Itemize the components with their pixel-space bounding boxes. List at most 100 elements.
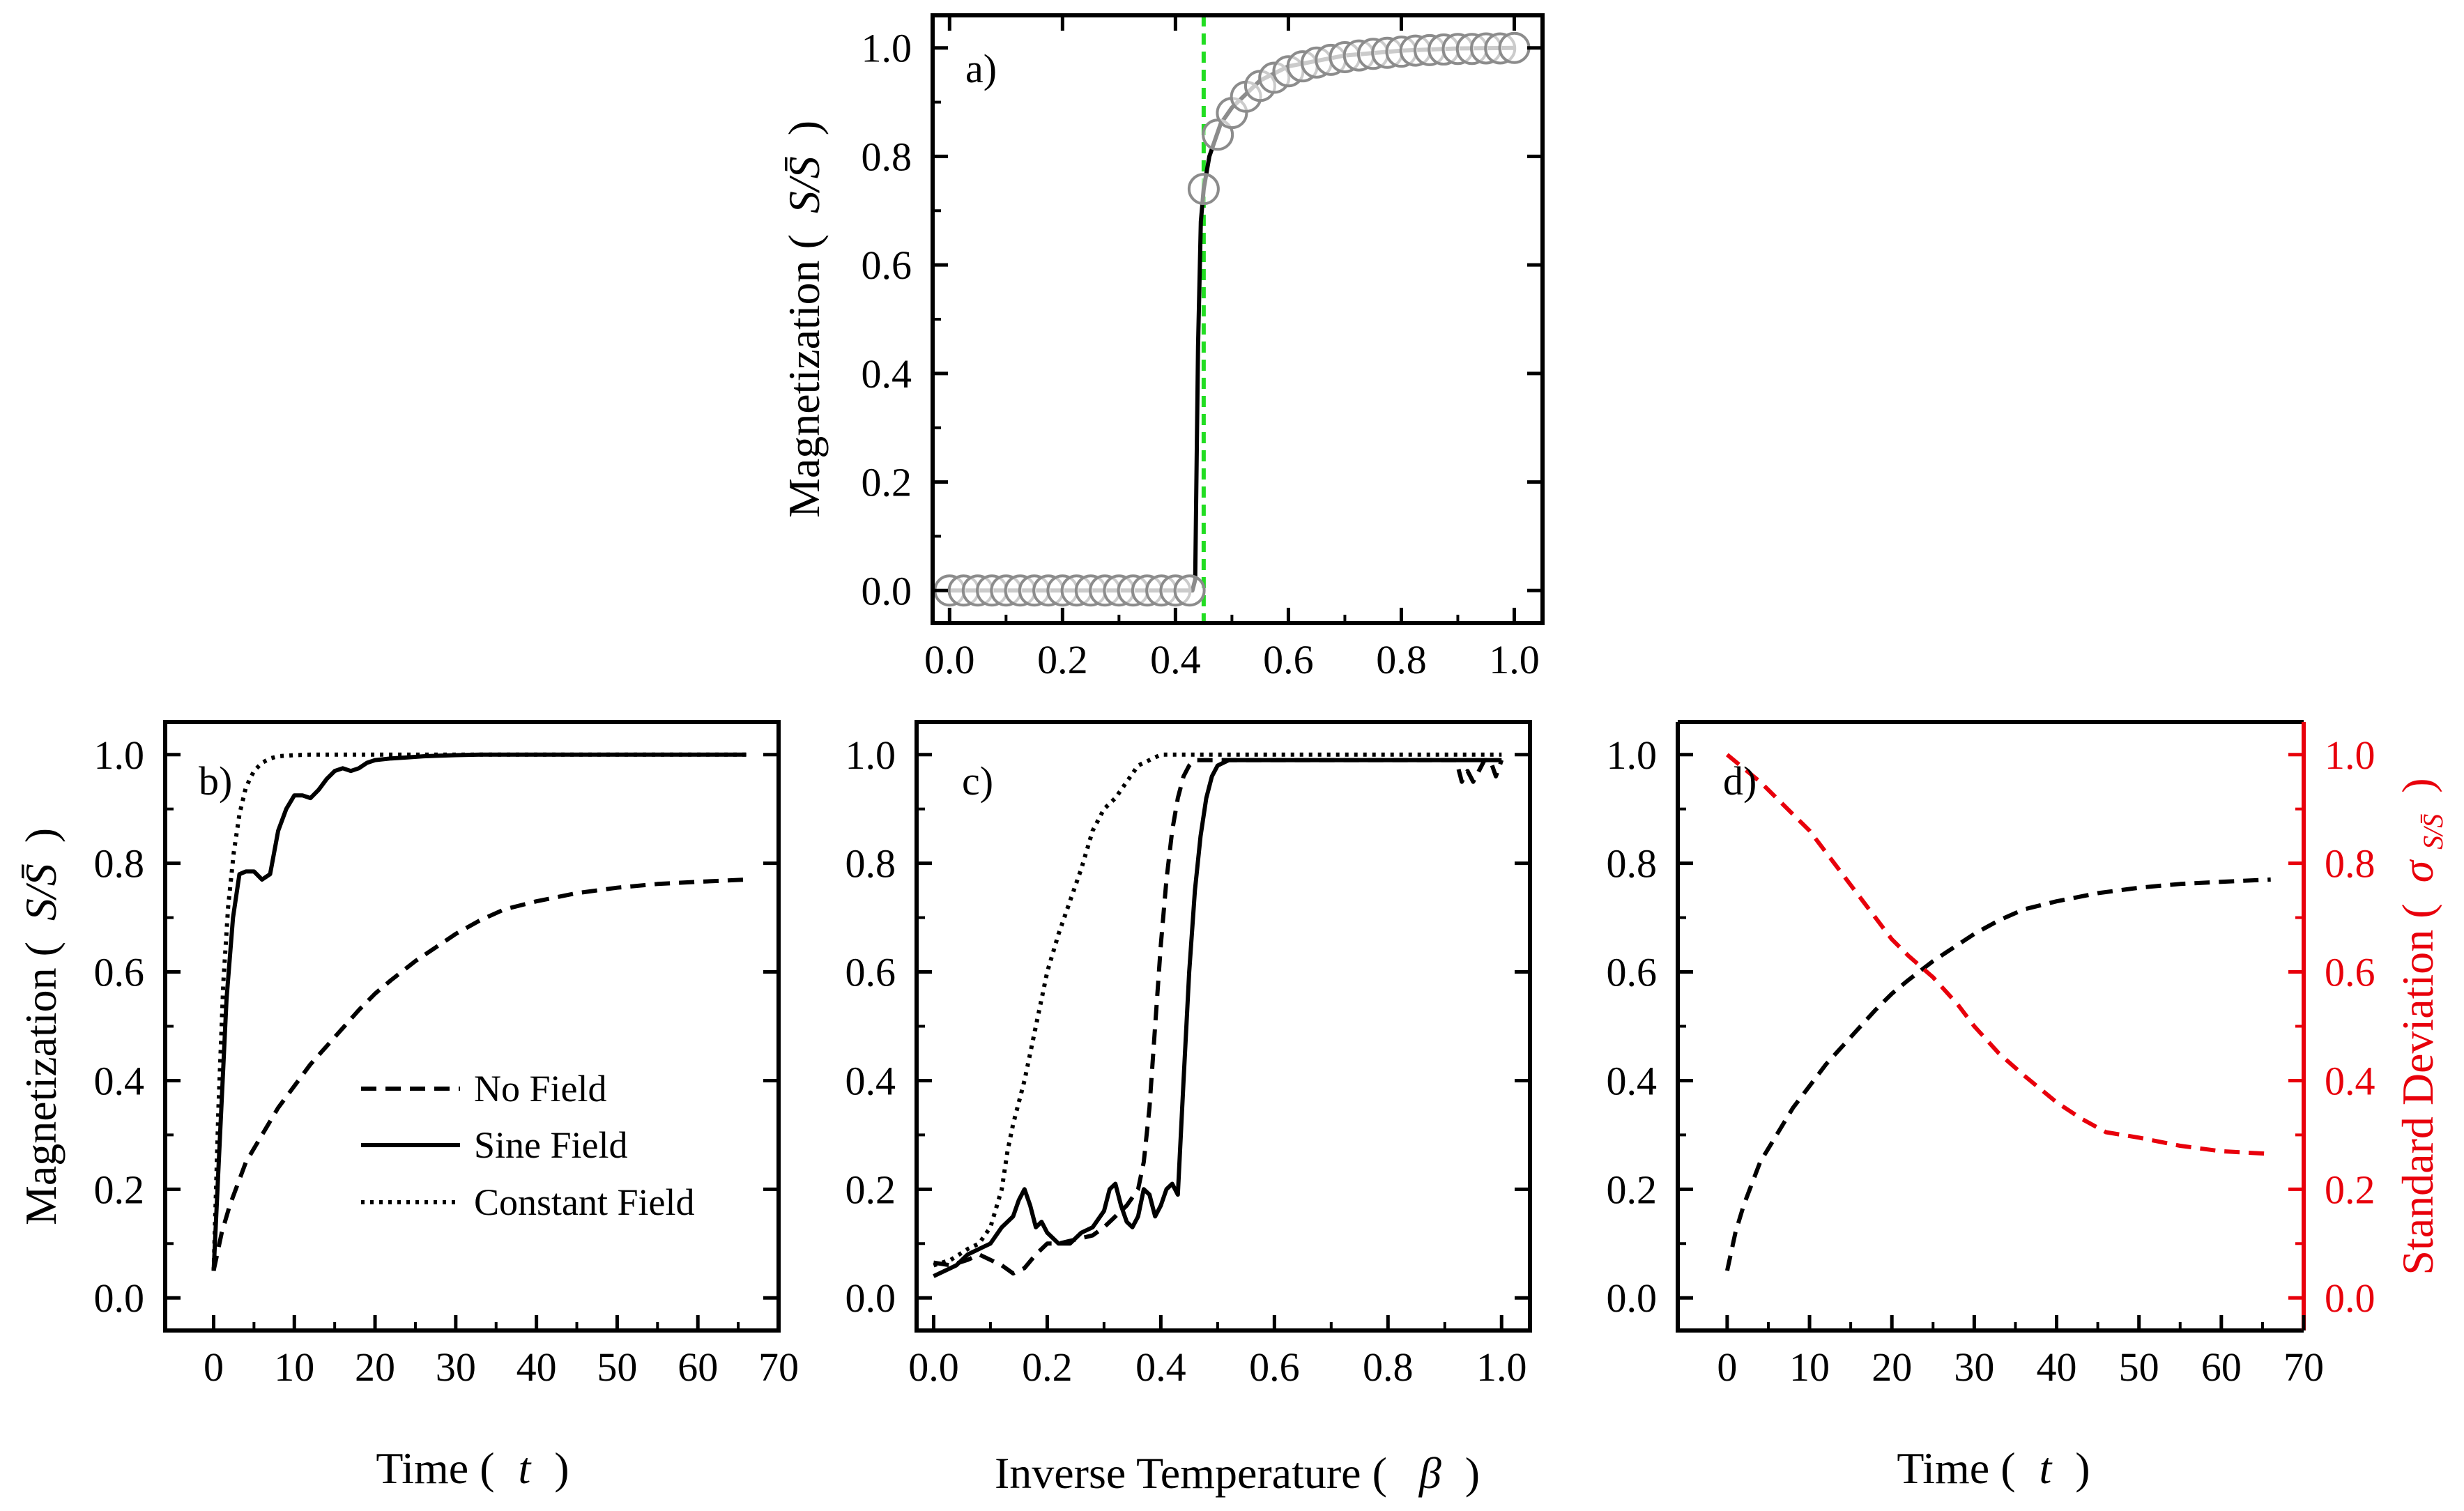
y-tick-label: 0.4 [845,1058,896,1103]
series-line-standard-deviation [1725,753,2271,1156]
x-tick-label: 0 [204,1344,224,1390]
panel-d-y-ticks: 0.0 0.2 0.4 0.6 0.8 1.0 [1607,733,1693,1321]
x-tick-label: 40 [2037,1344,2077,1390]
x-tick-label: 70 [2283,1344,2324,1390]
panel-b-x-axis-title-suffix: ) [554,1443,569,1493]
panel-b-x-axis-title: Time ( t ) [376,1443,569,1493]
y-tick-label: 0.8 [94,841,145,887]
panel-d-y2-axis-title: Standard Deviation ( σ S/S̄ ) [2393,778,2452,1275]
panel-b-x-axis-title-prefix: Time ( [376,1443,494,1493]
y-tick-label: 0.8 [845,841,896,887]
y-tick-label: 0.8 [1607,841,1658,887]
panel-a-label: a) [965,46,997,91]
y-tick-label: 0.4 [94,1058,145,1103]
y2-tick-label: 0.6 [2325,950,2375,995]
x-tick-label: 70 [758,1344,799,1390]
x-tick-label: 60 [2201,1344,2242,1390]
x-tick-label: 40 [516,1344,557,1390]
panel-a-y-ticks: 0.0 0.2 0.4 0.6 0.8 1.0 [862,26,1543,613]
x-tick-label: 0.6 [1249,1344,1300,1390]
panel-c-x-axis-title-prefix: Inverse Temperature ( [995,1448,1387,1498]
panel-b-plot-area [211,752,747,1271]
panel-c-label: c) [962,758,993,804]
panel-d-x-axis-title: Time ( t ) [1897,1443,2090,1493]
y-tick-label: 0.2 [862,460,912,505]
panel-d-plot-area [1724,753,2271,1271]
x-tick-label: 0.2 [1022,1344,1073,1390]
legend-label-no-field: No Field [474,1068,607,1110]
panel-d-x-axis-title-prefix: Time ( [1897,1443,2015,1493]
y-tick-label: 0.0 [845,1275,896,1321]
panel-b-x-axis-title-math: t [519,1443,533,1493]
panel-c-x-axis-title-suffix: ) [1465,1448,1480,1498]
x-tick-label: 1.0 [1476,1344,1527,1390]
data-point [1173,574,1206,607]
x-tick-label: 30 [436,1344,476,1390]
legend-label-sine-field: Sine Field [474,1124,628,1166]
panel-b-legend: No Field Sine Field Constant Field [361,1068,695,1223]
y2-tick-label: 0.4 [2325,1058,2375,1103]
panel-a-y-axis-title-suffix: ) [779,121,829,135]
panel-b-label: b) [199,758,232,804]
y-tick-label: 0.0 [1607,1275,1658,1321]
y-tick-label: 1.0 [94,733,145,778]
x-tick-label: 0.2 [1037,637,1088,682]
x-tick-label: 50 [597,1344,637,1390]
y-tick-label: 0.6 [1607,950,1658,995]
x-tick-label: 0.0 [924,637,975,682]
y-tick-label: 1.0 [862,26,912,71]
y2-tick-label: 0.0 [2325,1275,2375,1321]
y-tick-label: 0.8 [862,134,912,179]
panel-a-y-axis-title-prefix: Magnetization ( [779,234,829,518]
panel-b-y-axis-title-prefix: Magnetization ( [16,942,66,1225]
y-tick-label: 0.2 [94,1167,145,1212]
x-tick-label: 0.4 [1150,637,1201,682]
series-line-constant-field [933,752,1502,1268]
y-tick-label: 0.6 [862,243,912,288]
x-tick-label: 20 [1872,1344,1912,1390]
panel-c-y-ticks: 0.0 0.2 0.4 0.6 0.8 1.0 [845,733,1530,1321]
y-tick-label: 0.4 [862,351,912,397]
series-line-sine-field [933,758,1502,1278]
panel-d-label: d) [1723,758,1757,804]
y-tick-label: 0.2 [845,1167,896,1212]
panel-b-y-ticks: 0.0 0.2 0.4 0.6 0.8 1.0 [94,733,779,1321]
panel-b-y-axis-title-suffix: ) [16,828,66,843]
x-tick-label: 20 [355,1344,395,1390]
x-tick-label: 0.6 [1263,637,1314,682]
y-tick-label: 1.0 [1607,733,1658,778]
panel-d-y2-axis-title-suffix: ) [2393,778,2442,792]
panel-b-x-ticks: 0 10 20 30 40 50 60 70 [204,1315,799,1390]
panel-d-x-axis-title-math: t [2040,1443,2053,1493]
panel-a-y-axis-title-math: S/S̄ [779,156,829,213]
x-tick-label: 30 [1954,1344,1994,1390]
panel-c-x-axis-title: Inverse Temperature ( β ) [995,1448,1480,1498]
y2-tick-label: 0.8 [2325,841,2375,887]
x-tick-label: 1.0 [1489,637,1540,682]
series-line-no-field [211,877,747,1271]
y-tick-label: 0.0 [862,568,912,613]
y-tick-label: 1.0 [845,733,896,778]
panel-a: 0.0 0.2 0.4 0.6 0.8 1.0 0.0 0.2 0.4 0.6 0.8 1.0 a)… [779,13,1545,682]
panel-c: 0.0 0.2 0.4 0.6 0.8 1.0 0.0 0.2 0.4 0.6 0.8 1.0 c)… [845,720,1532,1498]
panel-c-x-ticks: 0.0 0.2 0.4 0.6 0.8 1.0 [908,1315,1527,1390]
panel-c-plot-area [933,752,1504,1278]
panel-d-frame [1676,720,2304,1333]
panel-d-x-ticks: 0 10 20 30 40 50 60 70 [1717,1315,2324,1390]
panel-d-y2-axis-title-sub: S/S̄ [2417,814,2449,850]
data-point [1187,173,1220,206]
series-line-magnetization [1724,877,2271,1271]
panel-d-y2-axis-title-math: σ [2393,859,2442,882]
panel-d-y2-ticks: 0.0 0.2 0.4 0.6 0.8 1.0 [2288,733,2375,1321]
x-tick-label: 0.0 [908,1344,959,1390]
x-tick-label: 10 [1789,1344,1830,1390]
panel-b-y-axis-title-math: S/S̄ [16,864,66,921]
series-line-constant-field [211,752,747,1271]
panel-d-y2-axis-title-prefix: Standard Deviation ( [2393,903,2442,1275]
y2-tick-label: 0.2 [2325,1167,2375,1212]
panel-a-plot-area [933,15,1531,623]
x-tick-label: 50 [2119,1344,2159,1390]
y-tick-label: 0.6 [845,950,896,995]
x-tick-label: 0.8 [1376,637,1427,682]
